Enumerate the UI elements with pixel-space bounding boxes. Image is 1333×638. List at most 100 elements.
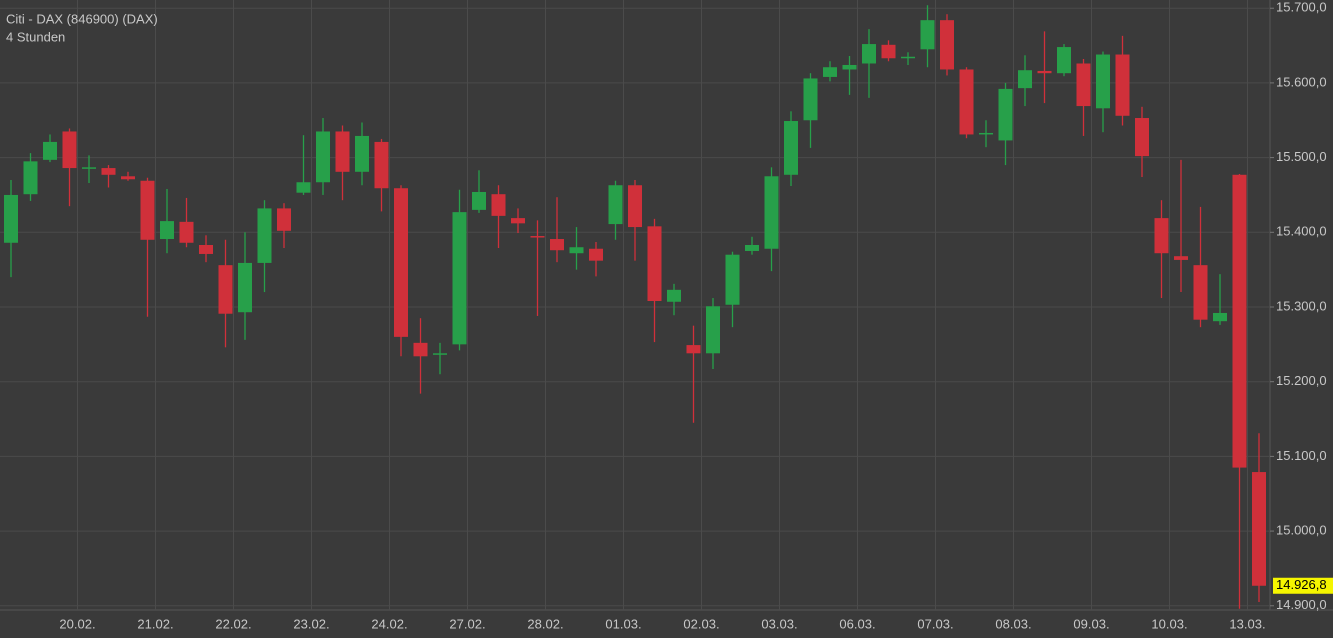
candle-body — [803, 78, 818, 121]
x-tick-label: 02.03. — [683, 616, 719, 631]
x-tick-label: 22.02. — [215, 616, 251, 631]
candle-body — [1174, 256, 1188, 260]
candle-body — [881, 44, 896, 59]
candle-body — [628, 185, 642, 228]
y-tick-label: 15.100,0 — [1276, 448, 1327, 463]
candle-body — [433, 353, 447, 355]
candles — [4, 5, 1266, 609]
candle-body — [374, 141, 389, 189]
x-tick-label: 27.02. — [449, 616, 485, 631]
candle-body — [1057, 47, 1071, 74]
y-tick-label: 15.200,0 — [1276, 373, 1327, 388]
candle-body — [335, 131, 350, 172]
candle-body — [43, 141, 57, 160]
candle-body — [394, 188, 408, 337]
candle-body — [1037, 70, 1052, 74]
candle-body — [998, 88, 1013, 141]
candle-body — [550, 239, 564, 251]
candle-body — [589, 248, 603, 261]
candle-body — [530, 236, 545, 238]
y-tick-label: 15.000,0 — [1276, 523, 1327, 538]
candle-body — [140, 180, 155, 240]
x-tick-label: 03.03. — [761, 616, 797, 631]
candle-body — [413, 342, 428, 357]
candle-body — [959, 69, 974, 135]
candle-body — [1115, 54, 1130, 116]
candle-body — [1193, 265, 1208, 320]
candle-body — [1252, 472, 1266, 586]
candle-body — [920, 20, 935, 50]
candle-body — [179, 221, 194, 243]
candle-body — [647, 226, 662, 302]
candle-body — [940, 20, 954, 70]
candle-body — [62, 131, 77, 169]
x-tick-label: 10.03. — [1151, 616, 1187, 631]
candle-body — [296, 182, 311, 193]
y-tick-label: 15.300,0 — [1276, 298, 1327, 313]
x-tick-label: 28.02. — [527, 616, 563, 631]
candle-body — [725, 254, 740, 305]
candle-body — [160, 221, 174, 240]
candle-body — [316, 131, 330, 183]
candle-body — [452, 212, 467, 345]
candle-body — [238, 262, 252, 313]
chart-subtitle: 4 Stunden — [6, 29, 65, 44]
x-tick-label: 23.02. — [293, 616, 329, 631]
candle-body — [355, 135, 369, 172]
x-tick-label: 09.03. — [1073, 616, 1109, 631]
candle-body — [1096, 54, 1110, 109]
candle-body — [1154, 218, 1169, 254]
candle-body — [511, 218, 525, 224]
x-tick-label: 24.02. — [371, 616, 407, 631]
x-tick-label: 07.03. — [917, 616, 953, 631]
candle-body — [1213, 312, 1227, 322]
candle-body — [1076, 63, 1091, 107]
candle-body — [764, 176, 779, 249]
last-price-box — [1273, 577, 1333, 594]
candle-body — [1135, 118, 1149, 157]
candle-body — [979, 132, 993, 135]
candle-body — [82, 167, 96, 169]
candle-body — [608, 185, 623, 225]
candle-body — [121, 176, 135, 180]
candle-body — [569, 247, 584, 254]
candle-body — [706, 306, 720, 354]
candle-body — [491, 194, 506, 216]
candle-body — [842, 64, 857, 70]
last-price-label: 14.926,8 — [1276, 577, 1327, 592]
y-tick-label: 15.600,0 — [1276, 74, 1327, 89]
candle-body — [277, 208, 291, 231]
candle-body — [745, 244, 759, 251]
x-tick-label: 01.03. — [605, 616, 641, 631]
candle-body — [784, 121, 798, 175]
x-tick-label: 08.03. — [995, 616, 1031, 631]
x-tick-label: 13.03. — [1229, 616, 1265, 631]
y-tick-label: 15.700,0 — [1276, 0, 1327, 15]
x-tick-label: 06.03. — [839, 616, 875, 631]
x-tick-label: 20.02. — [59, 616, 95, 631]
chart-title: Citi - DAX (846900) (DAX) — [6, 11, 158, 26]
candle-body — [667, 289, 681, 302]
y-tick-label: 15.500,0 — [1276, 149, 1327, 164]
candle-body — [1018, 70, 1032, 89]
candle-body — [472, 191, 486, 210]
candle-body — [23, 161, 38, 195]
candle-body — [823, 67, 837, 77]
candle-body — [862, 44, 876, 64]
y-tick-label: 15.400,0 — [1276, 224, 1327, 239]
candle-body — [218, 265, 233, 314]
x-tick-label: 21.02. — [137, 616, 173, 631]
candle-body — [257, 208, 272, 263]
candle-body — [686, 345, 701, 354]
candle-body — [901, 56, 915, 59]
candle-body — [1232, 174, 1247, 468]
grid — [0, 0, 1270, 610]
candle-body — [101, 168, 116, 175]
candle-body — [199, 244, 213, 254]
candle-body — [4, 194, 18, 243]
y-tick-label: 14.900,0 — [1276, 597, 1327, 612]
labels: 14.900,0 15.000,0 15.100,0 15.200,0 15.300,0… — [59, 0, 1333, 631]
